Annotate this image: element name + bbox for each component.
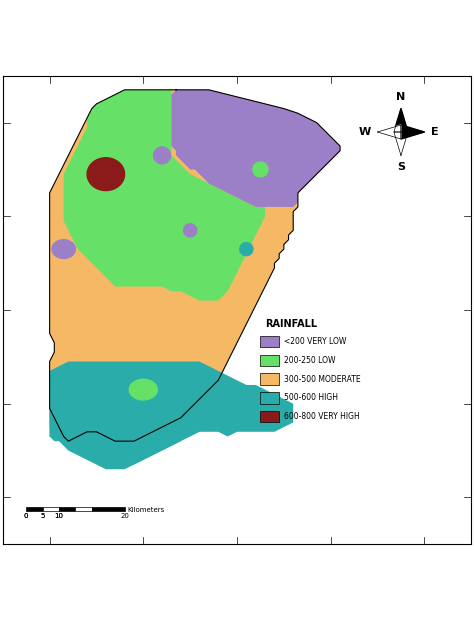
Text: 20: 20 bbox=[120, 513, 129, 519]
Polygon shape bbox=[64, 90, 265, 301]
Text: 10: 10 bbox=[55, 513, 64, 519]
Bar bbox=[260, 410, 279, 422]
Polygon shape bbox=[52, 240, 75, 259]
Polygon shape bbox=[394, 132, 408, 156]
Text: <200 VERY LOW: <200 VERY LOW bbox=[284, 337, 346, 346]
Polygon shape bbox=[129, 379, 157, 400]
Text: S: S bbox=[397, 162, 405, 172]
Polygon shape bbox=[183, 224, 197, 237]
Polygon shape bbox=[154, 147, 171, 164]
Text: 0: 0 bbox=[24, 513, 28, 519]
Text: Kilometers: Kilometers bbox=[127, 507, 164, 513]
Text: 200-250 LOW: 200-250 LOW bbox=[284, 356, 335, 365]
Polygon shape bbox=[401, 125, 424, 139]
Polygon shape bbox=[172, 90, 340, 207]
Polygon shape bbox=[394, 108, 408, 132]
Polygon shape bbox=[240, 242, 253, 255]
Polygon shape bbox=[50, 371, 78, 427]
Text: 0: 0 bbox=[24, 513, 28, 519]
Bar bbox=[260, 392, 279, 404]
Text: 10: 10 bbox=[55, 513, 64, 519]
Text: W: W bbox=[358, 127, 371, 137]
Bar bbox=[75, 507, 92, 511]
Text: E: E bbox=[431, 127, 439, 137]
Bar bbox=[43, 507, 59, 511]
Polygon shape bbox=[50, 385, 293, 469]
Polygon shape bbox=[253, 162, 268, 177]
Polygon shape bbox=[377, 125, 401, 139]
Text: 5: 5 bbox=[40, 513, 45, 519]
Polygon shape bbox=[50, 90, 340, 441]
Bar bbox=[59, 507, 75, 511]
Text: 300-500 MODERATE: 300-500 MODERATE bbox=[284, 374, 360, 384]
Bar bbox=[260, 373, 279, 385]
Bar bbox=[260, 355, 279, 366]
Text: 600-800 VERY HIGH: 600-800 VERY HIGH bbox=[284, 412, 360, 421]
Text: 5: 5 bbox=[40, 513, 45, 519]
Bar bbox=[26, 507, 43, 511]
Bar bbox=[260, 336, 279, 347]
Text: 500-600 HIGH: 500-600 HIGH bbox=[284, 393, 338, 402]
Text: RAINFALL: RAINFALL bbox=[265, 319, 317, 329]
Text: N: N bbox=[396, 92, 406, 102]
Polygon shape bbox=[87, 157, 125, 190]
Polygon shape bbox=[50, 361, 293, 464]
Bar bbox=[92, 507, 125, 511]
